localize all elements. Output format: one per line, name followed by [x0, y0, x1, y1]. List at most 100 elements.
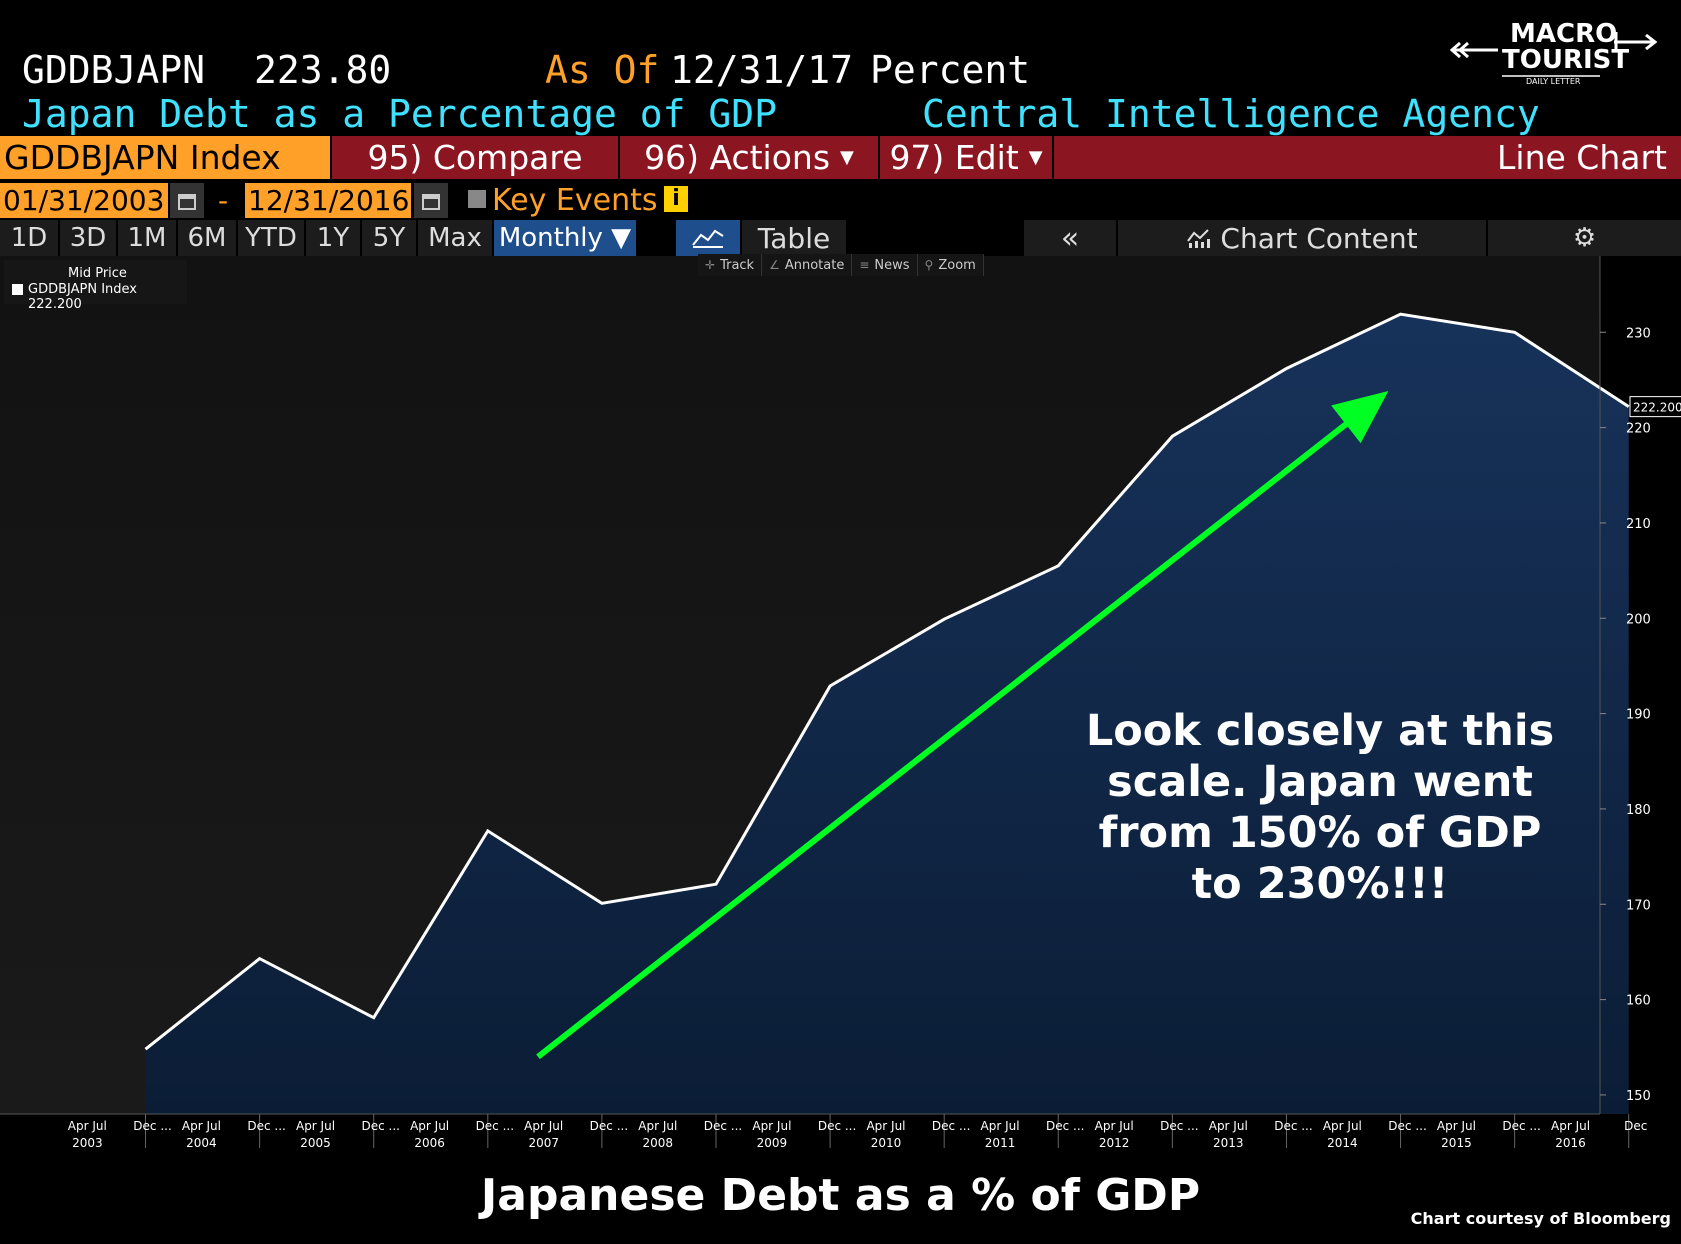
compare-button[interactable]: 95) Compare	[332, 136, 618, 179]
legend-entry: GDDBJAPN Index 222.200	[28, 282, 137, 312]
debt-area-chart: 150 160 170 180 190 200 210 220 230 222.200 Apr J…	[0, 256, 1681, 1150]
x-tick-label-months: Apr Jul	[1095, 1119, 1134, 1133]
tab-1m[interactable]: 1M	[118, 220, 176, 256]
x-tick-label-dec: Dec ...	[1046, 1119, 1084, 1133]
chart-annotation: Look closely at this scale. Japan went f…	[1085, 706, 1555, 909]
tab-ytd[interactable]: YTD	[238, 220, 304, 256]
gear-icon: ⚙	[1572, 223, 1597, 253]
end-date-input[interactable]: 12/31/2016	[245, 183, 411, 218]
legend-header: Mid Price	[68, 266, 127, 281]
tab-6m[interactable]: 6M	[178, 220, 236, 256]
chart-content-label: Chart Content	[1220, 221, 1418, 255]
x-tick-label-months: Apr Jul	[638, 1119, 677, 1133]
start-date-input[interactable]: 01/31/2003	[0, 183, 168, 218]
x-tick-label-dec: Dec	[1624, 1119, 1647, 1133]
x-tick-label-year: 2003	[72, 1136, 103, 1150]
mini-tool-news[interactable]: ≡ News	[852, 254, 918, 276]
as-of-date: 12/31/17	[670, 48, 854, 92]
x-tick-label-months: Apr Jul	[296, 1119, 335, 1133]
mini-tool-zoom[interactable]: ⚲ Zoom	[918, 254, 984, 276]
as-of-label: As Of	[545, 48, 660, 92]
macro-tourist-logo: MACRO TOURIST DAILY LETTER	[1450, 19, 1658, 86]
tab-5y[interactable]: 5Y	[362, 220, 416, 256]
last-value: 223.80	[254, 48, 392, 92]
key-events-checkbox[interactable]	[468, 190, 486, 208]
y-tick-label: 170	[1626, 898, 1651, 913]
compare-label: 95) Compare	[367, 138, 583, 177]
table-view-button[interactable]: Table	[742, 220, 846, 256]
x-tick-label-year: 2016	[1555, 1136, 1586, 1150]
security-index-field[interactable]: GDDBJAPN Index	[0, 136, 330, 179]
tab-1y[interactable]: 1Y	[306, 220, 360, 256]
line-chart-icon	[692, 229, 724, 248]
calendar-icon[interactable]	[170, 183, 204, 218]
x-tick-label-year: 2009	[757, 1136, 788, 1150]
y-tick-label: 230	[1626, 326, 1651, 341]
x-tick-label-dec: Dec ...	[1388, 1119, 1426, 1133]
calendar-icon[interactable]	[414, 183, 448, 218]
chart-content-icon	[1187, 229, 1211, 248]
bottom-caption: Japanese Debt as a % of GDP	[480, 1170, 1201, 1221]
annotate-icon: ∠	[769, 258, 780, 272]
x-tick-label-months: Apr Jul	[1551, 1119, 1590, 1133]
actions-button[interactable]: 96) Actions ▼	[620, 136, 878, 179]
edit-label: 97) Edit	[889, 138, 1019, 177]
tab-3d[interactable]: 3D	[60, 220, 116, 256]
info-icon[interactable]: i	[664, 186, 688, 212]
x-tick-label-dec: Dec ...	[133, 1119, 171, 1133]
x-tick-label-year: 2007	[528, 1136, 559, 1150]
series-line	[144, 312, 1630, 1051]
x-tick-label-dec: Dec ...	[818, 1119, 856, 1133]
x-tick-label-dec: Dec ...	[1160, 1119, 1198, 1133]
tab-monthly[interactable]: Monthly ▼	[494, 220, 636, 256]
security-description: Japan Debt as a Percentage of GDP	[22, 92, 777, 136]
x-tick-label-months: Apr Jul	[1323, 1119, 1362, 1133]
tab-max[interactable]: Max	[418, 220, 492, 256]
x-tick-label-year: 2011	[985, 1136, 1016, 1150]
legend-swatch	[12, 284, 23, 295]
mini-tool-track[interactable]: ✛ Track	[698, 254, 763, 276]
y-tick-label: 160	[1626, 994, 1651, 1009]
x-tick-label-year: 2013	[1213, 1136, 1244, 1150]
chart-type-label: Line Chart	[1054, 136, 1681, 179]
x-tick-label-months: Apr Jul	[1437, 1119, 1476, 1133]
y-tick-label: 220	[1626, 422, 1651, 437]
actions-label: 96) Actions	[644, 138, 831, 177]
last-value-tag	[1629, 396, 1681, 418]
date-separator: -	[218, 184, 229, 217]
svg-text:MACRO: MACRO	[1510, 19, 1617, 49]
settings-button[interactable]: ⚙	[1488, 220, 1681, 256]
y-tick-label: 190	[1626, 708, 1651, 723]
data-source: Central Intelligence Agency	[922, 92, 1540, 136]
x-tick-label-months: Apr Jul	[866, 1119, 905, 1133]
edit-button[interactable]: 97) Edit ▼	[880, 136, 1052, 179]
units-label: Percent	[870, 48, 1031, 92]
tab-1d[interactable]: 1D	[0, 220, 58, 256]
svg-text:TOURIST: TOURIST	[1502, 45, 1629, 75]
line-chart-view-button[interactable]	[676, 220, 740, 256]
news-icon: ≡	[859, 258, 870, 272]
mini-tool-label: News	[874, 257, 910, 273]
x-tick-label-year: 2015	[1441, 1136, 1472, 1150]
x-tick-label-year: 2010	[871, 1136, 902, 1150]
zoom-icon: ⚲	[924, 258, 934, 272]
x-tick-label-months: Apr Jul	[1209, 1119, 1248, 1133]
x-tick-label-year: 2008	[643, 1136, 674, 1150]
x-tick-label-dec: Dec ...	[361, 1119, 399, 1133]
x-tick-label-year: 2006	[414, 1136, 445, 1150]
track-icon: ✛	[705, 258, 716, 272]
x-tick-label-year: 2014	[1327, 1136, 1358, 1150]
x-tick-label-dec: Dec ...	[1502, 1119, 1540, 1133]
period-tabs: 1D 3D 1M 6M YTD 1Y 5Y Max Monthly ▼	[0, 220, 638, 256]
ticker-symbol: GDDBJAPN	[22, 48, 206, 92]
x-tick-label-months: Apr Jul	[981, 1119, 1020, 1133]
chart-content-button[interactable]: Chart Content	[1118, 220, 1486, 256]
x-tick-label-dec: Dec ...	[932, 1119, 970, 1133]
collapse-button[interactable]: «	[1024, 220, 1116, 256]
mini-tool-annotate[interactable]: ∠ Annotate	[762, 254, 853, 276]
y-tick-label: 200	[1626, 612, 1651, 627]
svg-text:DAILY LETTER: DAILY LETTER	[1526, 77, 1581, 86]
x-tick-label-dec: Dec ...	[704, 1119, 742, 1133]
chevron-down-icon: ▼	[1028, 147, 1043, 168]
x-tick-label-months: Apr Jul	[524, 1119, 563, 1133]
